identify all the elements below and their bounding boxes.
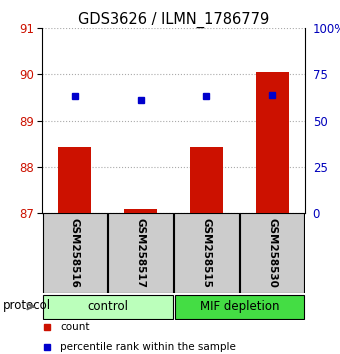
Bar <box>58 147 91 213</box>
Bar <box>240 213 304 293</box>
Bar <box>42 213 107 293</box>
Bar <box>43 295 172 319</box>
Bar <box>174 295 304 319</box>
Text: count: count <box>61 322 90 332</box>
Text: MIF depletion: MIF depletion <box>200 300 279 313</box>
Text: GSM258517: GSM258517 <box>136 218 146 288</box>
Text: GSM258515: GSM258515 <box>201 218 211 288</box>
Text: GSM258516: GSM258516 <box>70 218 80 288</box>
Text: control: control <box>87 300 128 313</box>
Bar <box>190 147 223 213</box>
Text: percentile rank within the sample: percentile rank within the sample <box>61 342 236 352</box>
Bar <box>124 209 157 213</box>
Bar <box>174 213 239 293</box>
Text: protocol: protocol <box>3 299 51 312</box>
Bar <box>108 213 173 293</box>
Bar <box>256 72 289 213</box>
Title: GDS3626 / ILMN_1786779: GDS3626 / ILMN_1786779 <box>78 12 269 28</box>
Text: GSM258530: GSM258530 <box>267 218 277 288</box>
